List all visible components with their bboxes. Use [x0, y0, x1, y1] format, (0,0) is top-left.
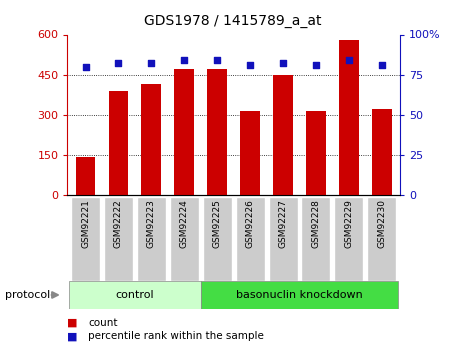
Bar — [306, 111, 326, 195]
Text: ■: ■ — [67, 332, 78, 341]
Bar — [236, 197, 265, 281]
Point — [82, 64, 89, 69]
Bar — [269, 197, 298, 281]
Bar — [372, 109, 392, 195]
Bar — [334, 197, 363, 281]
Text: GSM92227: GSM92227 — [279, 199, 287, 248]
Text: GSM92229: GSM92229 — [345, 199, 353, 248]
Text: GSM92226: GSM92226 — [246, 199, 255, 248]
Text: ■: ■ — [67, 318, 78, 327]
Point — [279, 61, 287, 66]
Bar — [69, 281, 201, 309]
Bar — [137, 197, 166, 281]
Bar — [301, 197, 331, 281]
Bar — [141, 84, 161, 195]
Text: GSM92230: GSM92230 — [377, 199, 386, 248]
Bar — [170, 197, 199, 281]
Bar — [207, 69, 227, 195]
Bar — [240, 111, 260, 195]
Point — [180, 57, 188, 63]
Text: GSM92225: GSM92225 — [213, 199, 222, 248]
Point — [378, 62, 385, 68]
Text: count: count — [88, 318, 118, 327]
Bar — [201, 281, 398, 309]
Point — [312, 62, 319, 68]
Point — [148, 61, 155, 66]
Point — [345, 57, 352, 63]
Text: GSM92224: GSM92224 — [180, 199, 189, 248]
Text: GSM92228: GSM92228 — [312, 199, 320, 248]
Text: basonuclin knockdown: basonuclin knockdown — [236, 290, 363, 300]
Bar — [174, 69, 194, 195]
Bar — [71, 197, 100, 281]
Bar — [367, 197, 396, 281]
Text: protocol: protocol — [5, 290, 50, 300]
Text: percentile rank within the sample: percentile rank within the sample — [88, 332, 264, 341]
Bar — [273, 75, 293, 195]
Point — [115, 61, 122, 66]
Text: GSM92221: GSM92221 — [81, 199, 90, 248]
Bar — [76, 157, 95, 195]
Text: GSM92222: GSM92222 — [114, 199, 123, 248]
Point — [246, 62, 254, 68]
Bar — [339, 40, 359, 195]
Bar — [104, 197, 133, 281]
Point — [213, 57, 221, 63]
Text: GDS1978 / 1415789_a_at: GDS1978 / 1415789_a_at — [144, 14, 321, 28]
Bar — [203, 197, 232, 281]
Bar — [108, 91, 128, 195]
Text: GSM92223: GSM92223 — [147, 199, 156, 248]
Text: control: control — [116, 290, 154, 300]
